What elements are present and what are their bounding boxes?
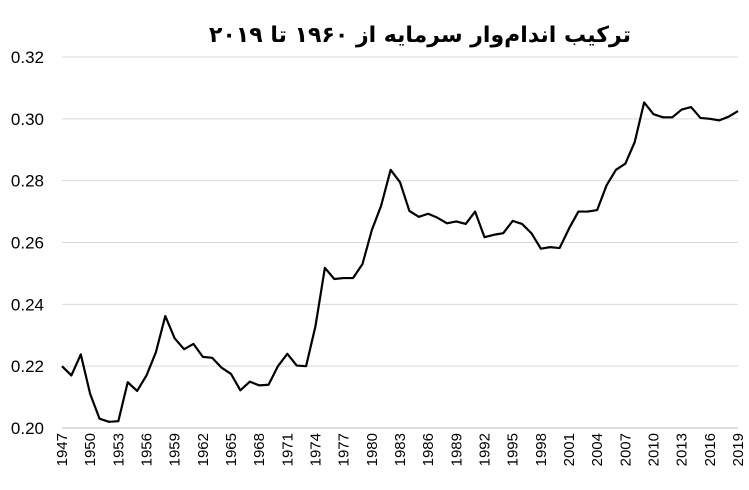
x-tick-label: 1947 [54,433,71,466]
x-tick-label: 1977 [336,433,353,466]
x-tick-label: 1959 [167,433,184,466]
y-tick-label: 0.32 [11,48,44,67]
x-tick-label: 1968 [251,433,268,466]
x-tick-label: 1995 [505,433,522,466]
x-tick-label: 1971 [279,433,296,466]
gridlines [62,56,738,367]
x-tick-label: 1956 [139,433,156,466]
x-tick-label: 1983 [392,433,409,466]
x-tick-label: 1950 [82,433,99,466]
y-tick-label: 0.22 [11,357,44,376]
y-axis-tick-labels: 0.20 0.22 0.24 0.26 0.28 0.30 0.32 [11,48,44,438]
x-tick-label: 1974 [308,433,325,466]
x-tick-label: 2007 [617,433,634,466]
series-line [61,101,739,423]
y-tick-label: 0.24 [11,295,44,314]
x-tick-label: 2001 [561,433,578,466]
x-tick-label: 2004 [589,433,606,466]
x-tick-label: 2010 [646,433,663,466]
y-tick-label: 0.30 [11,110,44,129]
x-tick-label: 1953 [110,433,127,466]
x-tick-label: 1986 [420,433,437,466]
y-tick-label: 0.28 [11,172,44,191]
x-tick-label: 1980 [364,433,381,466]
y-tick-label: 0.26 [11,234,44,253]
x-tick-label: 1989 [448,433,465,466]
x-tick-label: 1962 [195,433,212,466]
y-tick-label: 0.20 [11,419,44,438]
x-tick-label: 1965 [223,433,240,466]
x-tick-label: 2013 [674,433,691,466]
chart-title: ترکیب اندام‌وار سرمایه از ۱۹۶۰ تا ۲۰۱۹ [209,23,631,48]
x-tick-label: 1998 [533,433,550,466]
x-axis-tick-labels: 1947 1950 1953 1956 1959 1962 1965 1968 1971 1974… [54,433,747,466]
x-tick-label: 2016 [702,433,719,466]
x-tick-label: 2019 [730,433,747,466]
x-tick-label: 1992 [477,433,494,466]
